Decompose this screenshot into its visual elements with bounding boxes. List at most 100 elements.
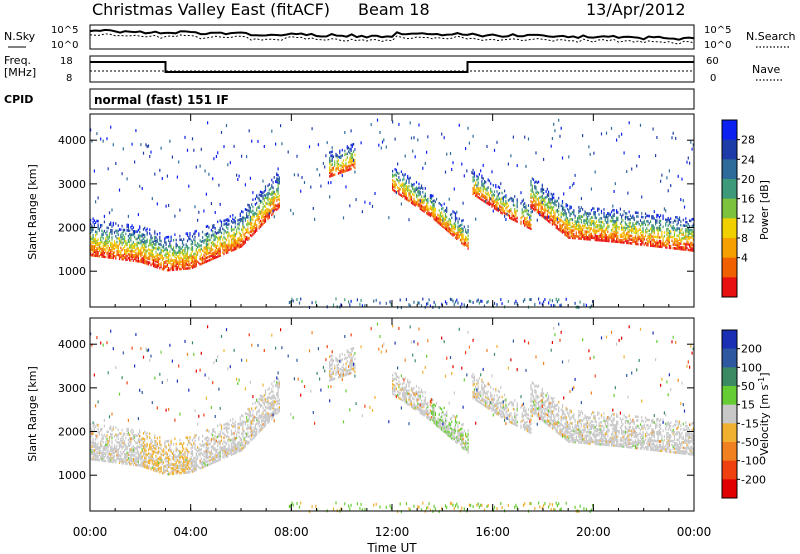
velocity-cell [189, 436, 191, 439]
power-cell [348, 164, 350, 168]
power-cell [413, 199, 415, 202]
power-cell [431, 208, 433, 211]
power-cell [118, 237, 121, 240]
power-cell [678, 236, 681, 240]
velocity-cell [163, 448, 165, 451]
power-cell [191, 242, 194, 245]
power-cell [277, 207, 279, 210]
velocity-cell [98, 453, 100, 456]
velocity-cell [189, 441, 191, 445]
power-cell [531, 186, 533, 190]
power-cell [222, 245, 224, 249]
power-cell [237, 241, 239, 244]
power-cell [408, 179, 410, 182]
power-cell [612, 240, 614, 243]
power-cell [410, 195, 413, 199]
power-cell [569, 221, 571, 225]
power-cell [184, 254, 186, 258]
power-cell [629, 221, 631, 225]
power-cell [111, 256, 113, 260]
power-cell [549, 215, 551, 219]
power-cell [254, 228, 256, 232]
power-cell [683, 246, 686, 249]
power-cell [241, 210, 243, 213]
power-cell [672, 246, 674, 250]
power-cell [413, 197, 415, 201]
power-cell [134, 257, 136, 261]
power-cell [168, 268, 170, 272]
power-cell [165, 236, 167, 239]
power-cell [495, 185, 497, 189]
power-cell [225, 225, 228, 229]
power-cell [680, 238, 682, 242]
power-cell [573, 234, 575, 238]
power-cell [403, 186, 405, 190]
power-cell [506, 202, 508, 205]
velocity-cell [144, 430, 146, 434]
power-cell [486, 145, 488, 148]
power-cell [431, 213, 433, 217]
power-cell [385, 145, 387, 149]
colorbar-swatch [722, 218, 737, 239]
power-cell [429, 214, 431, 217]
velocity-cell [91, 343, 93, 347]
power-cell [238, 231, 240, 234]
power-cell [112, 245, 114, 249]
power-cell [437, 213, 439, 217]
power-cell [569, 186, 571, 189]
power-cell [544, 209, 546, 213]
power-cell [342, 159, 345, 162]
power-cell [621, 233, 623, 237]
power-cell [353, 161, 355, 164]
velocity-cell [134, 434, 136, 437]
velocity-cell [190, 458, 192, 461]
power-cell [157, 259, 160, 262]
power-cell [332, 155, 335, 159]
power-cell [510, 207, 512, 211]
power-cell [666, 244, 668, 247]
power-cell [246, 155, 248, 159]
power-cell [116, 229, 118, 233]
power-cell [692, 234, 694, 238]
power-cell [463, 303, 465, 307]
power-cell [259, 201, 262, 205]
power-cell [277, 177, 279, 181]
power-cell [348, 150, 350, 153]
power-cell [142, 242, 145, 246]
power-cell [178, 260, 180, 264]
velocity-cell [164, 465, 166, 468]
power-cell [687, 237, 689, 241]
power-cell [428, 211, 430, 215]
power-cell [490, 182, 492, 185]
power-cell [641, 239, 643, 243]
power-cell [157, 262, 160, 266]
velocity-cell [186, 449, 189, 452]
power-cell [258, 221, 260, 224]
power-cell [554, 201, 556, 204]
power-cell [168, 261, 170, 265]
power-cell [154, 237, 156, 241]
power-cell [597, 229, 599, 233]
power-cell [656, 228, 658, 232]
velocity-cell [140, 445, 142, 449]
velocity-cell [150, 453, 152, 456]
power-cell [112, 256, 114, 260]
velocity-cell [145, 456, 147, 460]
power-cell [490, 202, 492, 206]
power-cell [677, 247, 679, 251]
power-cell [121, 237, 123, 241]
velocity-cell [166, 463, 168, 467]
power-cell [277, 181, 279, 184]
power-cell [454, 223, 457, 226]
power-cell [588, 227, 590, 230]
velocity-cell [141, 457, 143, 460]
power-cell [546, 206, 548, 209]
power-cell [272, 197, 274, 201]
power-cell [263, 190, 265, 193]
power-cell [189, 263, 191, 266]
power-cell [538, 200, 540, 204]
power-cell [184, 249, 186, 252]
power-cell [183, 262, 185, 265]
power-cell [271, 208, 273, 211]
power-cell [149, 256, 151, 259]
